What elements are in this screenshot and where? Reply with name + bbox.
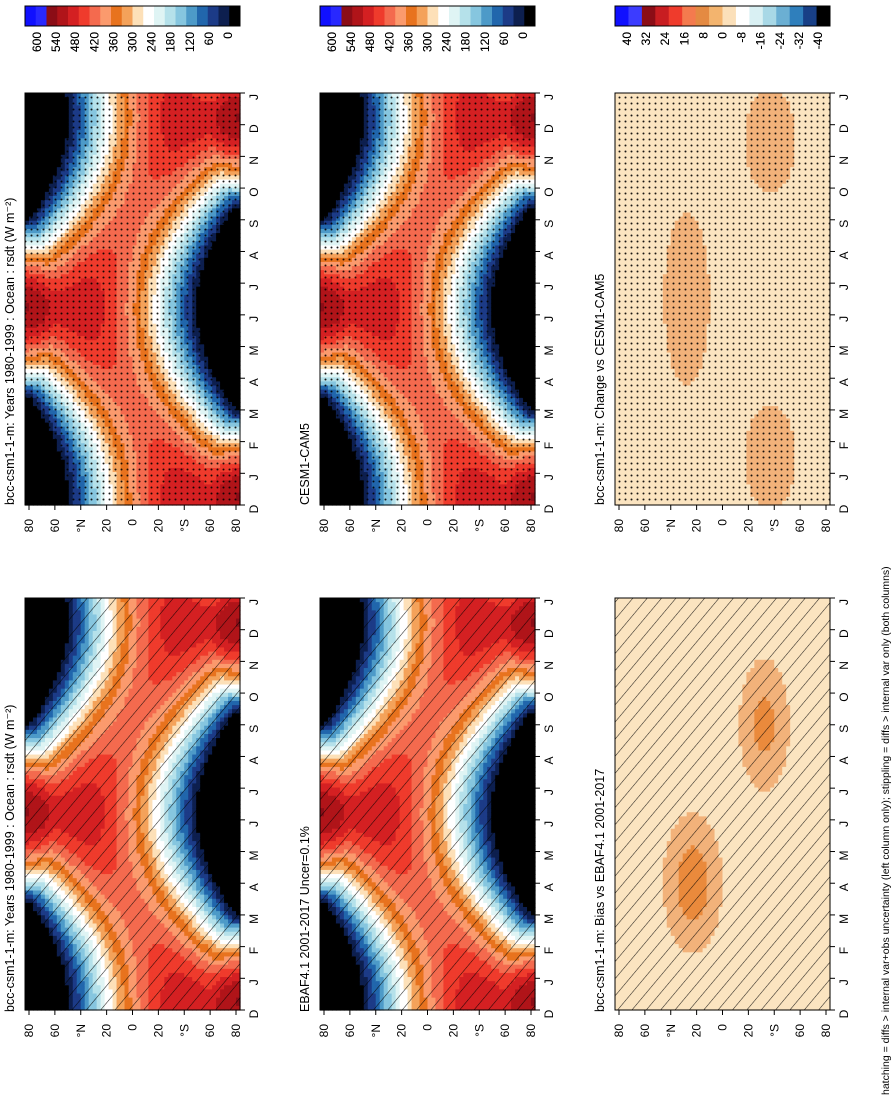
panel-layer: bcc-csm1-1-m: Years 1980-1999 : Ocean : … <box>3 6 851 1037</box>
